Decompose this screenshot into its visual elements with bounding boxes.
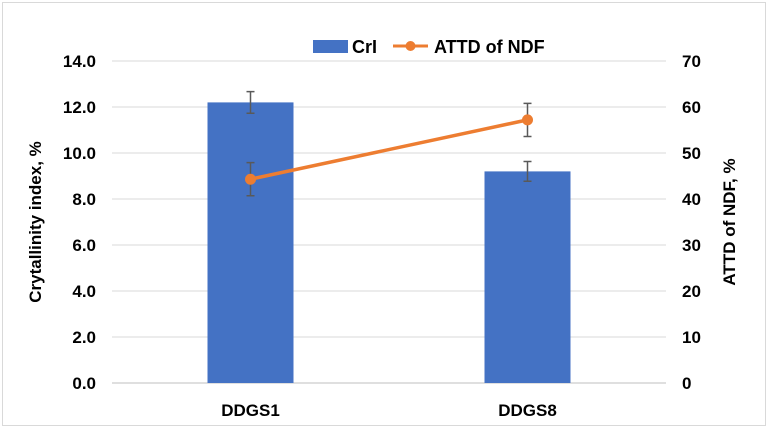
y2-tick-label: 30 <box>682 236 701 255</box>
bar-error-bar <box>523 160 532 183</box>
y-tick-label: 10.0 <box>63 144 96 163</box>
y2-tick-label: 70 <box>682 52 701 71</box>
y2-axis-label: ATTD of NDF, % <box>720 158 739 285</box>
legend-swatch-cri <box>313 40 348 53</box>
legend-label-attd: ATTD of NDF <box>434 37 545 57</box>
x-tick-label: DDGS1 <box>221 401 280 420</box>
chart-frame <box>2 2 766 426</box>
bar-ddgs8 <box>484 171 571 383</box>
legend-label-cri: CrI <box>352 37 377 57</box>
y2-tick-label: 60 <box>682 98 701 117</box>
y-tick-label: 4.0 <box>72 282 96 301</box>
bar-error-bar <box>246 90 255 114</box>
y-axis-label: Crytallinity index, % <box>26 141 45 303</box>
y-tick-label: 6.0 <box>72 236 96 255</box>
y2-tick-label: 0 <box>682 374 691 393</box>
y2-tick-label: 20 <box>682 282 701 301</box>
attd-point-ddgs1 <box>245 173 256 185</box>
legend: CrI ATTD of NDF <box>313 37 545 57</box>
x-tick-label: DDGS8 <box>498 401 557 420</box>
y2-tick-label: 40 <box>682 190 701 209</box>
y-tick-label: 12.0 <box>63 98 96 117</box>
bar-ddgs1 <box>207 102 294 384</box>
y-tick-label: 14.0 <box>63 52 96 71</box>
y-tick-label: 2.0 <box>72 328 96 347</box>
legend-marker-attd <box>405 41 416 51</box>
attd-point-ddgs8 <box>522 114 533 126</box>
y2-tick-label: 50 <box>682 144 701 163</box>
y2-tick-label: 10 <box>682 328 701 347</box>
y-tick-label: 8.0 <box>72 190 96 209</box>
y-tick-label: 0.0 <box>72 374 96 393</box>
attd-line <box>250 118 528 181</box>
